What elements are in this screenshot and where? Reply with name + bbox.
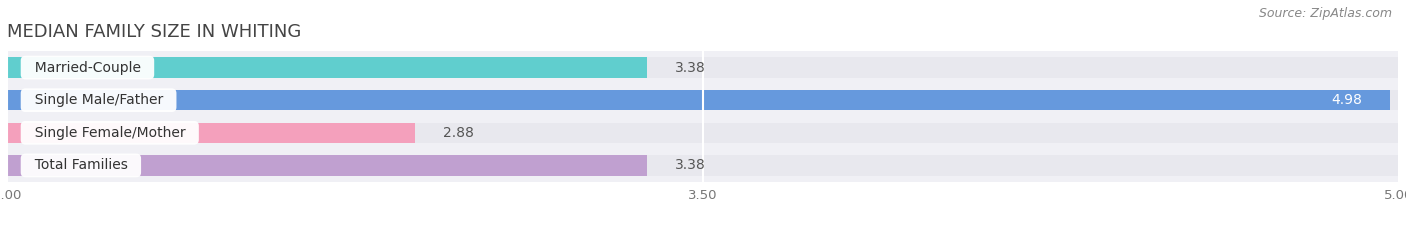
Bar [7,155,1399,175]
Text: MEDIAN FAMILY SIZE IN WHITING: MEDIAN FAMILY SIZE IN WHITING [7,23,301,41]
Text: Single Male/Father: Single Male/Father [25,93,172,107]
Bar [7,155,647,175]
Bar [7,90,1389,110]
Text: Married-Couple: Married-Couple [25,61,149,75]
Bar [7,90,1399,110]
Text: 2.88: 2.88 [443,126,474,140]
Text: 3.38: 3.38 [675,61,706,75]
Bar [7,123,1399,143]
Bar [7,123,415,143]
Text: Total Families: Total Families [25,158,136,172]
Text: 3.38: 3.38 [675,158,706,172]
Bar [7,58,647,78]
Bar [7,58,1399,78]
Text: 4.98: 4.98 [1331,93,1362,107]
Text: Source: ZipAtlas.com: Source: ZipAtlas.com [1258,7,1392,20]
Text: Single Female/Mother: Single Female/Mother [25,126,194,140]
